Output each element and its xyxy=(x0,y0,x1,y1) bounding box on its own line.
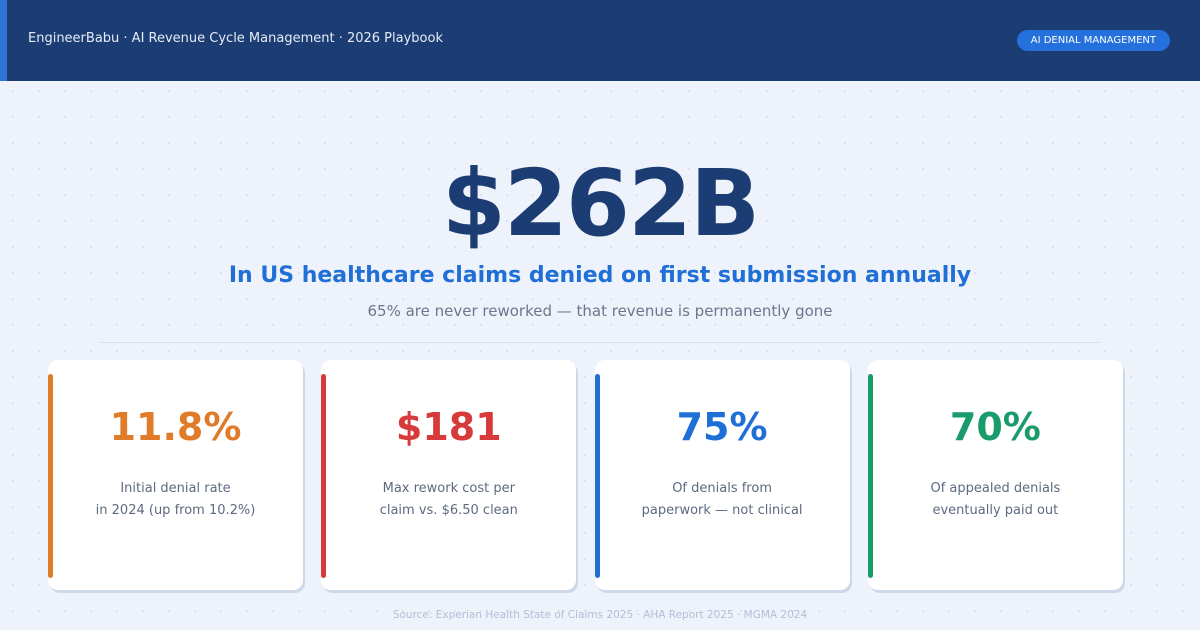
stat-label-line: eventually paid out xyxy=(932,503,1059,518)
header-title: EngineerBabu · AI Revenue Cycle Manageme… xyxy=(28,31,443,46)
stat-label-line: Initial denial rate xyxy=(120,481,231,496)
divider xyxy=(100,342,1100,343)
stat-label-line: Of appealed denials xyxy=(930,481,1061,496)
stat-label-line: Of denials from xyxy=(672,481,772,496)
stat-label: Max rework cost per claim vs. $6.50 clean xyxy=(321,478,576,522)
stat-value: $181 xyxy=(395,405,502,449)
stat-label: Of appealed denials eventually paid out xyxy=(868,478,1123,522)
stat-value: 11.8% xyxy=(109,405,242,449)
card-accent xyxy=(48,374,53,578)
card-accent xyxy=(594,374,600,578)
header: EngineerBabu · AI Revenue Cycle Manageme… xyxy=(0,0,1200,81)
card-accent xyxy=(867,374,873,578)
stat-label-line: Max rework cost per xyxy=(382,481,515,496)
subtext: 65% are never reworked — that revenue is… xyxy=(367,302,833,320)
card-accent xyxy=(321,374,327,578)
stat-label: Of denials from paperwork — not clinical xyxy=(595,478,850,522)
headline: In US healthcare claims denied on first … xyxy=(228,263,972,288)
source: Source: Experian Health State of Claims … xyxy=(392,609,808,621)
badge: AI DENIAL MANAGEMENT xyxy=(1016,30,1170,51)
stat-label-line: in 2024 (up from 10.2%) xyxy=(95,503,256,518)
stat-card: 70% Of appealed denials eventually paid ou… xyxy=(867,360,1123,590)
stat-value: 70% xyxy=(949,405,1041,449)
header-accent xyxy=(0,0,7,81)
stat-label-line: claim vs. $6.50 clean xyxy=(379,503,518,518)
stat-value: 75% xyxy=(676,405,768,449)
stat-card: 75% Of denials from paperwork — not clinic… xyxy=(594,360,850,590)
stat-card: $181 Max rework cost per claim vs. $6.50 c… xyxy=(321,360,577,590)
hero-value: $262B xyxy=(441,150,760,257)
stat-label: Initial denial rate in 2024 (up from 10.2… xyxy=(48,478,303,522)
stat-card: 11.8% Initial denial rate in 2024 (up from… xyxy=(48,360,303,590)
stat-label-line: paperwork — not clinical xyxy=(641,503,803,518)
